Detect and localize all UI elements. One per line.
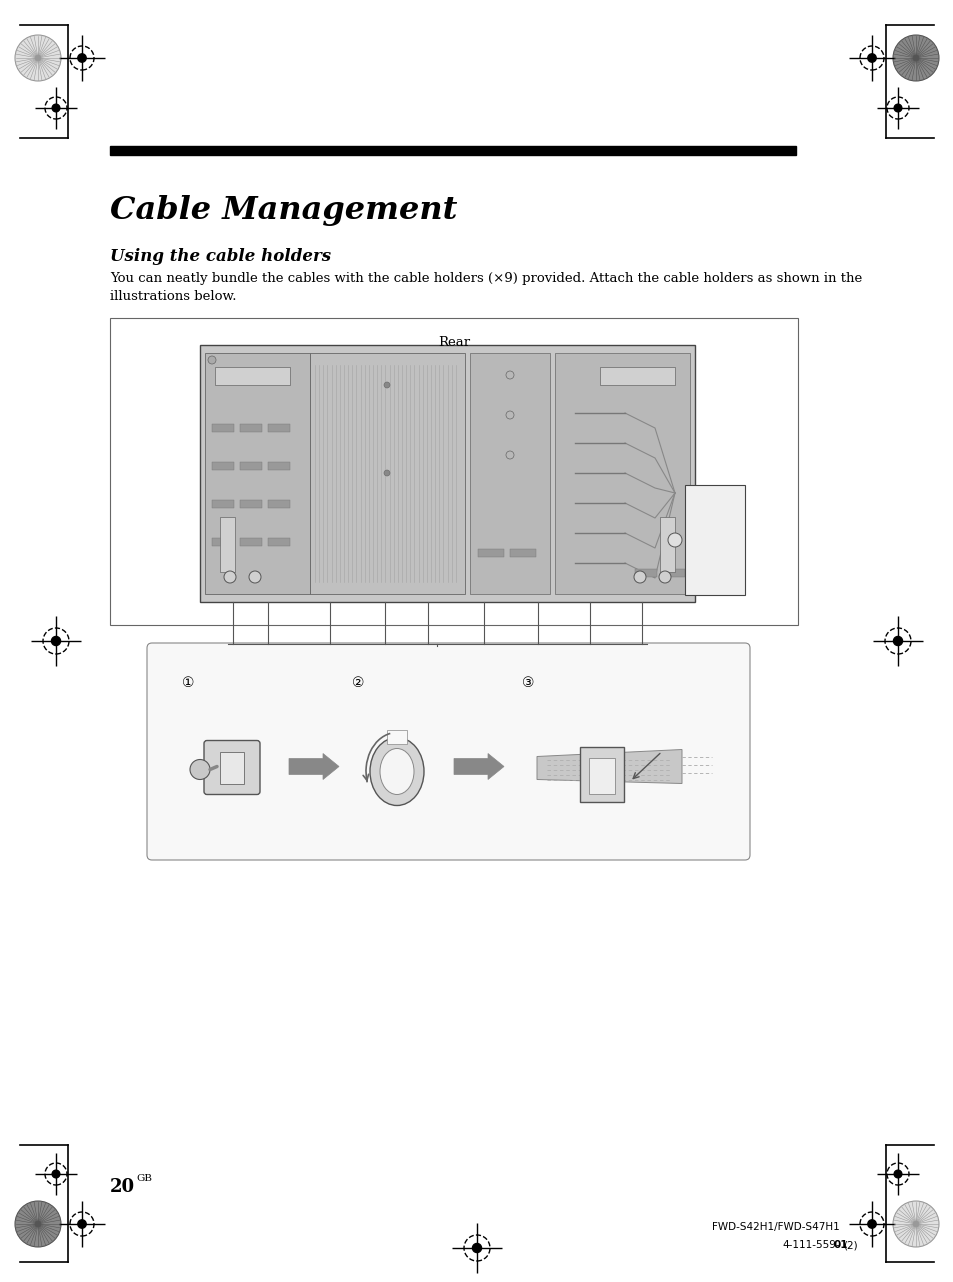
FancyBboxPatch shape <box>204 741 260 795</box>
Circle shape <box>35 55 41 62</box>
Bar <box>110 318 797 626</box>
Ellipse shape <box>379 749 414 795</box>
Bar <box>310 353 464 594</box>
Circle shape <box>384 470 390 476</box>
Bar <box>555 353 689 594</box>
Text: 01: 01 <box>833 1240 847 1250</box>
Bar <box>212 462 233 470</box>
Circle shape <box>659 570 670 583</box>
Circle shape <box>15 1201 61 1247</box>
Bar <box>268 424 290 432</box>
Circle shape <box>892 35 938 81</box>
Bar <box>268 462 290 470</box>
Bar <box>588 758 615 794</box>
Text: GB: GB <box>136 1174 152 1183</box>
Circle shape <box>224 570 235 583</box>
Bar <box>240 462 262 470</box>
Text: 20: 20 <box>110 1178 135 1196</box>
Ellipse shape <box>370 737 423 805</box>
Bar <box>240 538 262 546</box>
Circle shape <box>15 35 61 81</box>
Text: illustrations below.: illustrations below. <box>110 290 236 303</box>
Text: Using the cable holders: Using the cable holders <box>110 247 331 265</box>
Circle shape <box>190 759 210 779</box>
Text: ①: ① <box>182 676 194 690</box>
Bar <box>110 146 795 155</box>
Text: ③: ③ <box>521 676 534 690</box>
Bar <box>205 353 310 594</box>
Circle shape <box>78 54 86 63</box>
FancyBboxPatch shape <box>147 644 749 860</box>
Circle shape <box>667 533 681 547</box>
Bar <box>240 424 262 432</box>
Circle shape <box>35 1220 41 1227</box>
Circle shape <box>249 570 261 583</box>
Bar <box>268 500 290 508</box>
Circle shape <box>472 1244 481 1253</box>
Circle shape <box>52 104 60 112</box>
Circle shape <box>78 1219 86 1228</box>
Bar <box>200 345 695 603</box>
Bar <box>510 549 536 556</box>
Circle shape <box>867 1219 875 1228</box>
Text: 4-111-559-: 4-111-559- <box>781 1240 840 1250</box>
Bar <box>599 367 675 385</box>
Circle shape <box>208 356 215 364</box>
Text: ②: ② <box>352 676 364 690</box>
Circle shape <box>912 1220 918 1227</box>
Bar <box>659 517 675 572</box>
Bar <box>662 569 684 577</box>
Bar <box>212 538 233 546</box>
Bar <box>635 569 657 577</box>
Circle shape <box>634 570 645 583</box>
Circle shape <box>893 636 902 646</box>
Circle shape <box>384 382 390 388</box>
Bar <box>220 751 244 783</box>
FancyArrow shape <box>454 754 503 779</box>
Bar <box>240 500 262 508</box>
FancyArrow shape <box>289 754 338 779</box>
Bar <box>268 538 290 546</box>
Bar <box>470 353 550 594</box>
Bar <box>477 549 503 556</box>
Circle shape <box>893 104 901 112</box>
Text: (2): (2) <box>842 1240 857 1250</box>
Text: Rear: Rear <box>437 336 470 349</box>
Circle shape <box>52 1170 60 1178</box>
Text: FWD-S42H1/FWD-S47H1: FWD-S42H1/FWD-S47H1 <box>712 1222 840 1232</box>
Circle shape <box>893 1170 901 1178</box>
Bar <box>684 485 744 595</box>
Circle shape <box>867 54 875 63</box>
Bar <box>212 500 233 508</box>
Circle shape <box>51 636 60 646</box>
Circle shape <box>912 55 918 62</box>
Bar <box>220 517 234 572</box>
Bar <box>212 424 233 432</box>
Text: You can neatly bundle the cables with the cable holders (×9) provided. Attach th: You can neatly bundle the cables with th… <box>110 272 862 285</box>
Bar <box>214 367 290 385</box>
Bar <box>387 729 407 744</box>
Text: Cable Management: Cable Management <box>110 195 456 226</box>
Circle shape <box>892 1201 938 1247</box>
Bar <box>579 746 623 801</box>
Polygon shape <box>537 750 681 783</box>
